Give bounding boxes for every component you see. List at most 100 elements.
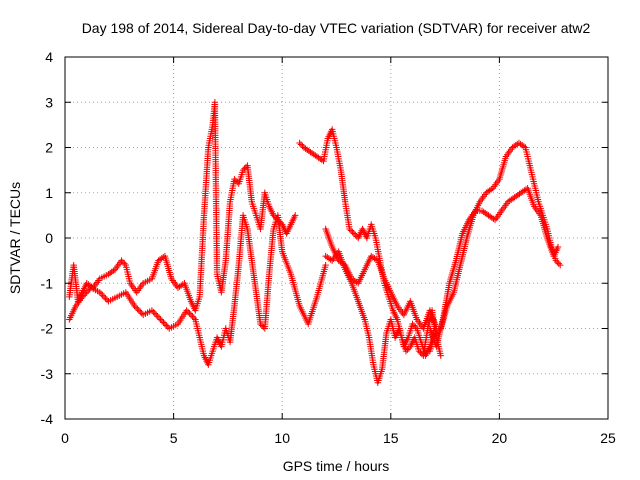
data-point-fill — [299, 142, 306, 150]
data-point-fill — [153, 311, 160, 319]
data-point — [552, 257, 560, 264]
x-tick-label: 15 — [383, 430, 399, 446]
data-point — [554, 243, 562, 251]
data-point-fill — [100, 293, 108, 301]
data-point — [335, 257, 342, 264]
data-point — [322, 252, 329, 260]
data-point-fill — [302, 145, 309, 152]
data-point-fill — [508, 196, 515, 203]
data-point-fill — [160, 319, 167, 326]
data-point-fill — [404, 346, 411, 353]
data-point-fill — [327, 256, 334, 263]
x-tick-label: 5 — [170, 430, 178, 446]
data-point-fill — [82, 290, 89, 298]
data-point — [300, 144, 308, 151]
data-point-fill — [338, 259, 346, 267]
data-point — [118, 257, 125, 264]
data-point-fill — [99, 292, 106, 299]
data-point-fill — [516, 190, 523, 198]
y-tick-label: -2 — [41, 321, 54, 337]
y-tick-label: -1 — [41, 275, 54, 291]
data-points — [66, 99, 564, 386]
data-point-fill — [510, 143, 518, 150]
data-point-fill — [488, 186, 495, 193]
data-point-fill — [484, 188, 492, 195]
data-point-fill — [155, 314, 163, 322]
x-axis-label: GPS time / hours — [283, 458, 390, 474]
data-point-fill — [417, 349, 424, 356]
x-tick-label: 25 — [600, 430, 616, 446]
data-point-fill — [517, 140, 524, 148]
data-point — [96, 289, 103, 296]
data-point-fill — [187, 311, 195, 319]
y-tick-label: 1 — [45, 185, 53, 201]
data-point-fill — [241, 165, 248, 172]
data-point-fill — [519, 142, 526, 149]
data-point-fill — [186, 310, 193, 317]
data-point-fill — [520, 143, 528, 150]
data-point — [322, 261, 329, 269]
data-point-fill — [305, 147, 313, 155]
data-point-fill — [158, 317, 166, 325]
x-tick-label: 10 — [274, 430, 290, 446]
axis-ticks: 0 5 10 15 20 25 -4 -3 -2 -1 0 1 2 3 4 — [41, 49, 616, 446]
data-point — [148, 307, 156, 314]
y-tick-label: -3 — [41, 366, 54, 382]
data-point-fill — [310, 151, 317, 158]
data-point-fill — [369, 254, 377, 261]
data-point — [515, 139, 523, 147]
data-point — [83, 280, 90, 287]
y-axis-label: SDTVAR / TECUs — [7, 182, 23, 294]
data-point-fill — [190, 314, 198, 322]
data-point-fill — [150, 308, 157, 316]
data-point — [231, 175, 238, 183]
data-point — [509, 144, 516, 151]
data-point-fill — [308, 149, 316, 157]
data-point-fill — [554, 258, 561, 266]
data-point — [183, 307, 190, 314]
data-point — [504, 198, 512, 205]
data-point-fill — [154, 313, 161, 320]
data-point-fill — [80, 292, 88, 299]
data-point — [292, 212, 299, 219]
data-point-fill — [156, 256, 164, 263]
data-point — [409, 320, 416, 328]
data-point-fill — [555, 260, 562, 267]
chart-title: Day 198 of 2014, Sidereal Day-to-day VTE… — [82, 20, 591, 36]
data-point-fill — [490, 215, 497, 222]
data-point-fill — [84, 287, 92, 294]
data-point-fill — [161, 320, 169, 328]
data-point-fill — [108, 268, 115, 276]
data-point-fill — [119, 258, 127, 266]
data-point-fill — [352, 231, 359, 239]
data-point-fill — [350, 276, 357, 284]
data-point — [174, 284, 182, 291]
data-point-fill — [258, 322, 266, 329]
data-point-fill — [480, 208, 487, 216]
data-point — [313, 153, 321, 160]
data-point-fill — [405, 344, 413, 352]
data-point — [348, 275, 355, 282]
data-point-fill — [121, 260, 128, 267]
data-point-fill — [514, 191, 522, 199]
data-point-fill — [483, 211, 491, 218]
data-point — [402, 347, 410, 355]
y-tick-label: 2 — [45, 140, 53, 156]
data-point-fill — [102, 295, 109, 302]
data-point — [350, 230, 358, 237]
data-point-fill — [324, 254, 331, 261]
data-point-fill — [85, 281, 92, 288]
data-point — [557, 261, 564, 269]
data-point-fill — [506, 197, 513, 204]
plot-frame — [64, 56, 609, 420]
data-point-fill — [513, 192, 520, 200]
data-point-fill — [347, 227, 355, 234]
data-point-fill — [297, 141, 305, 148]
data-point — [296, 139, 303, 147]
data-point — [155, 257, 162, 264]
y-tick-label: 3 — [45, 94, 53, 110]
data-point — [131, 302, 138, 310]
data-point-fill — [132, 304, 140, 311]
data-point — [478, 207, 486, 215]
data-point-fill — [509, 195, 517, 202]
